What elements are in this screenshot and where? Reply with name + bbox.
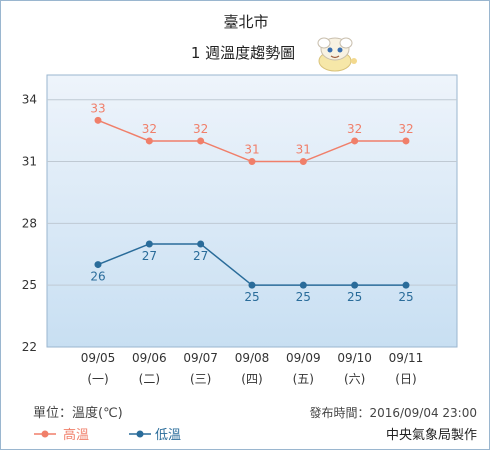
series-layer: 33 32 32 31 31 32 32 26 27 27 25 25 25 25 bbox=[90, 101, 413, 304]
data-label-low: 25 bbox=[296, 290, 311, 304]
data-point-high bbox=[351, 137, 359, 145]
data-label-high: 32 bbox=[193, 122, 208, 136]
x-tick-label: 09/07 bbox=[183, 351, 218, 365]
data-point-low bbox=[248, 281, 256, 289]
chart-subtitle: 1 週溫度趨勢圖 bbox=[191, 44, 295, 62]
x-weekday-label: (四) bbox=[241, 372, 262, 386]
data-point-high bbox=[94, 116, 102, 124]
data-point-low bbox=[197, 240, 205, 248]
x-weekday-label: (一) bbox=[87, 372, 108, 386]
data-label-high: 31 bbox=[296, 143, 311, 157]
x-weekday-label: (五) bbox=[293, 372, 314, 386]
y-tick-label: 34 bbox=[22, 93, 37, 107]
chart-title: 臺北市 bbox=[223, 13, 268, 31]
data-label-low: 25 bbox=[398, 290, 413, 304]
data-label-high: 31 bbox=[244, 143, 259, 157]
mascot-icon bbox=[317, 37, 357, 72]
data-point-low bbox=[299, 281, 307, 289]
x-axis-ticks: 09/05 (一) 09/06 (二) 09/07 (三) 09/08 (四) 09/09 (五)… bbox=[81, 351, 424, 386]
y-axis-ticks: 22 25 28 31 34 bbox=[22, 93, 37, 354]
x-tick-label: 09/06 bbox=[132, 351, 167, 365]
data-label-high: 32 bbox=[142, 122, 157, 136]
x-tick-label: 09/05 bbox=[81, 351, 116, 365]
plot-area bbox=[46, 74, 458, 348]
data-point-high bbox=[145, 137, 153, 145]
agency-credit: 中央氣象局製作 bbox=[386, 428, 477, 443]
legend-high-marker bbox=[41, 430, 49, 438]
data-point-high bbox=[197, 137, 205, 145]
x-tick-label: 09/10 bbox=[337, 351, 372, 365]
x-tick-label: 09/09 bbox=[286, 351, 321, 365]
data-point-high bbox=[299, 158, 307, 166]
data-point-low bbox=[402, 281, 410, 289]
x-weekday-label: (日) bbox=[395, 372, 416, 386]
y-tick-label: 28 bbox=[22, 216, 37, 230]
legend-high-label: 高溫 bbox=[63, 427, 89, 443]
data-point-low bbox=[94, 261, 102, 269]
data-point-high bbox=[248, 158, 256, 166]
y-tick-label: 25 bbox=[22, 278, 37, 292]
data-point-low bbox=[145, 240, 153, 248]
y-tick-label: 31 bbox=[22, 155, 37, 169]
data-label-low: 27 bbox=[193, 249, 208, 263]
data-label-low: 27 bbox=[142, 249, 157, 263]
data-label-high: 32 bbox=[398, 122, 413, 136]
legend: 高溫 低溫 bbox=[34, 427, 181, 443]
x-weekday-label: (二) bbox=[139, 372, 160, 386]
x-weekday-label: (六) bbox=[344, 372, 365, 386]
data-label-high: 33 bbox=[90, 101, 105, 115]
publish-time: 發布時間：2016/09/04 23:00 bbox=[309, 405, 477, 420]
data-point-high bbox=[402, 137, 410, 145]
data-label-high: 32 bbox=[347, 122, 362, 136]
unit-label: 單位：溫度(℃) bbox=[33, 405, 123, 421]
x-tick-label: 09/11 bbox=[389, 351, 424, 365]
data-label-low: 26 bbox=[90, 270, 105, 284]
x-tick-label: 09/08 bbox=[235, 351, 270, 365]
data-label-low: 25 bbox=[347, 290, 362, 304]
legend-low-label: 低溫 bbox=[155, 428, 181, 443]
x-weekday-label: (三) bbox=[190, 372, 211, 386]
data-point-low bbox=[351, 281, 359, 289]
y-tick-label: 22 bbox=[22, 340, 37, 354]
data-label-low: 25 bbox=[244, 290, 259, 304]
legend-low-marker bbox=[136, 430, 144, 438]
